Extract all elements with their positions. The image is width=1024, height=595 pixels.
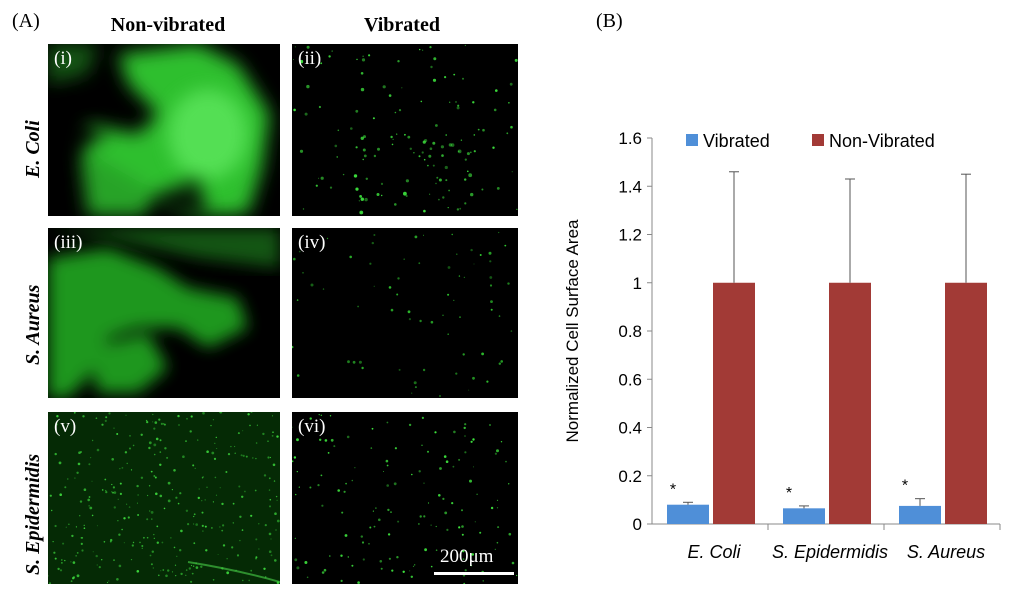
micrograph-e-coli-vibrated: (ii) xyxy=(292,44,518,216)
tile-label-i: (i) xyxy=(54,48,72,69)
legend-label-0: Vibrated xyxy=(703,131,770,151)
column-header-non-vibrated: Non-vibrated xyxy=(110,14,226,36)
row-label-s-epidermidis: S. Epidermidis xyxy=(22,453,44,575)
y-axis-label: Normalized Cell Surface Area xyxy=(563,219,582,443)
micrograph-s-aureus-non-vibrated: (iii) xyxy=(48,228,280,398)
y-tick-label-0: 0 xyxy=(633,515,642,534)
x-tick-label-0: E. Coli xyxy=(687,542,741,562)
bar-1-0 xyxy=(713,282,755,524)
y-tick-label-6: 1.2 xyxy=(618,226,642,245)
legend-label-1: Non-Vibrated xyxy=(829,131,935,151)
bar-0-1 xyxy=(783,508,825,524)
x-tick-label-1: S. Epidermidis xyxy=(772,542,888,562)
y-tick-label-5: 1 xyxy=(633,274,642,293)
significance-marker-0: * xyxy=(670,481,676,498)
significance-marker-2: * xyxy=(902,478,908,495)
tile-label-ii: (ii) xyxy=(298,48,322,69)
micrograph-e-coli-non-vibrated: (i) xyxy=(48,44,280,216)
significance-marker-1: * xyxy=(786,485,792,502)
scale-bar xyxy=(434,572,514,575)
x-tick-label-2: S. Aureus xyxy=(907,542,985,562)
row-label-e-coli: E. Coli xyxy=(22,120,44,178)
y-tick-label-4: 0.8 xyxy=(618,322,642,341)
tile-label-vi: (vi) xyxy=(298,416,326,437)
tile-label-v: (v) xyxy=(54,416,77,437)
tile-label-iii: (iii) xyxy=(54,232,83,253)
scale-bar-label: 200μm xyxy=(440,546,494,567)
bar-chart: 0 0.2 0.4 0.6 0.8 1 1.2 1.4 1.6 Normalized Cell S… xyxy=(563,129,1001,562)
y-tick-label-3: 0.6 xyxy=(618,370,642,389)
y-tick-label-7: 1.4 xyxy=(618,177,642,196)
bar-0-2 xyxy=(899,505,941,524)
micrograph-s-epidermidis-non-vibrated: (v) xyxy=(48,412,280,584)
row-label-s-aureus: S. Aureus xyxy=(22,284,44,365)
legend-swatch-0 xyxy=(686,134,698,146)
panel-a-label: (A) xyxy=(12,10,40,32)
bar-1-1 xyxy=(829,282,871,524)
bar-1-2 xyxy=(945,282,987,524)
column-header-vibrated: Vibrated xyxy=(364,14,440,36)
y-tick-label-2: 0.4 xyxy=(618,419,642,438)
bar-0-0 xyxy=(667,504,709,524)
tile-label-iv: (iv) xyxy=(298,232,326,253)
micrograph-s-aureus-vibrated: (iv) xyxy=(292,228,518,398)
y-tick-label-8: 1.6 xyxy=(618,129,642,148)
panel-b-label: (B) xyxy=(596,10,623,32)
y-tick-label-1: 0.2 xyxy=(618,467,642,486)
micrograph-s-epidermidis-vibrated: (vi) 200μm xyxy=(292,412,518,584)
legend-swatch-1 xyxy=(812,134,824,146)
